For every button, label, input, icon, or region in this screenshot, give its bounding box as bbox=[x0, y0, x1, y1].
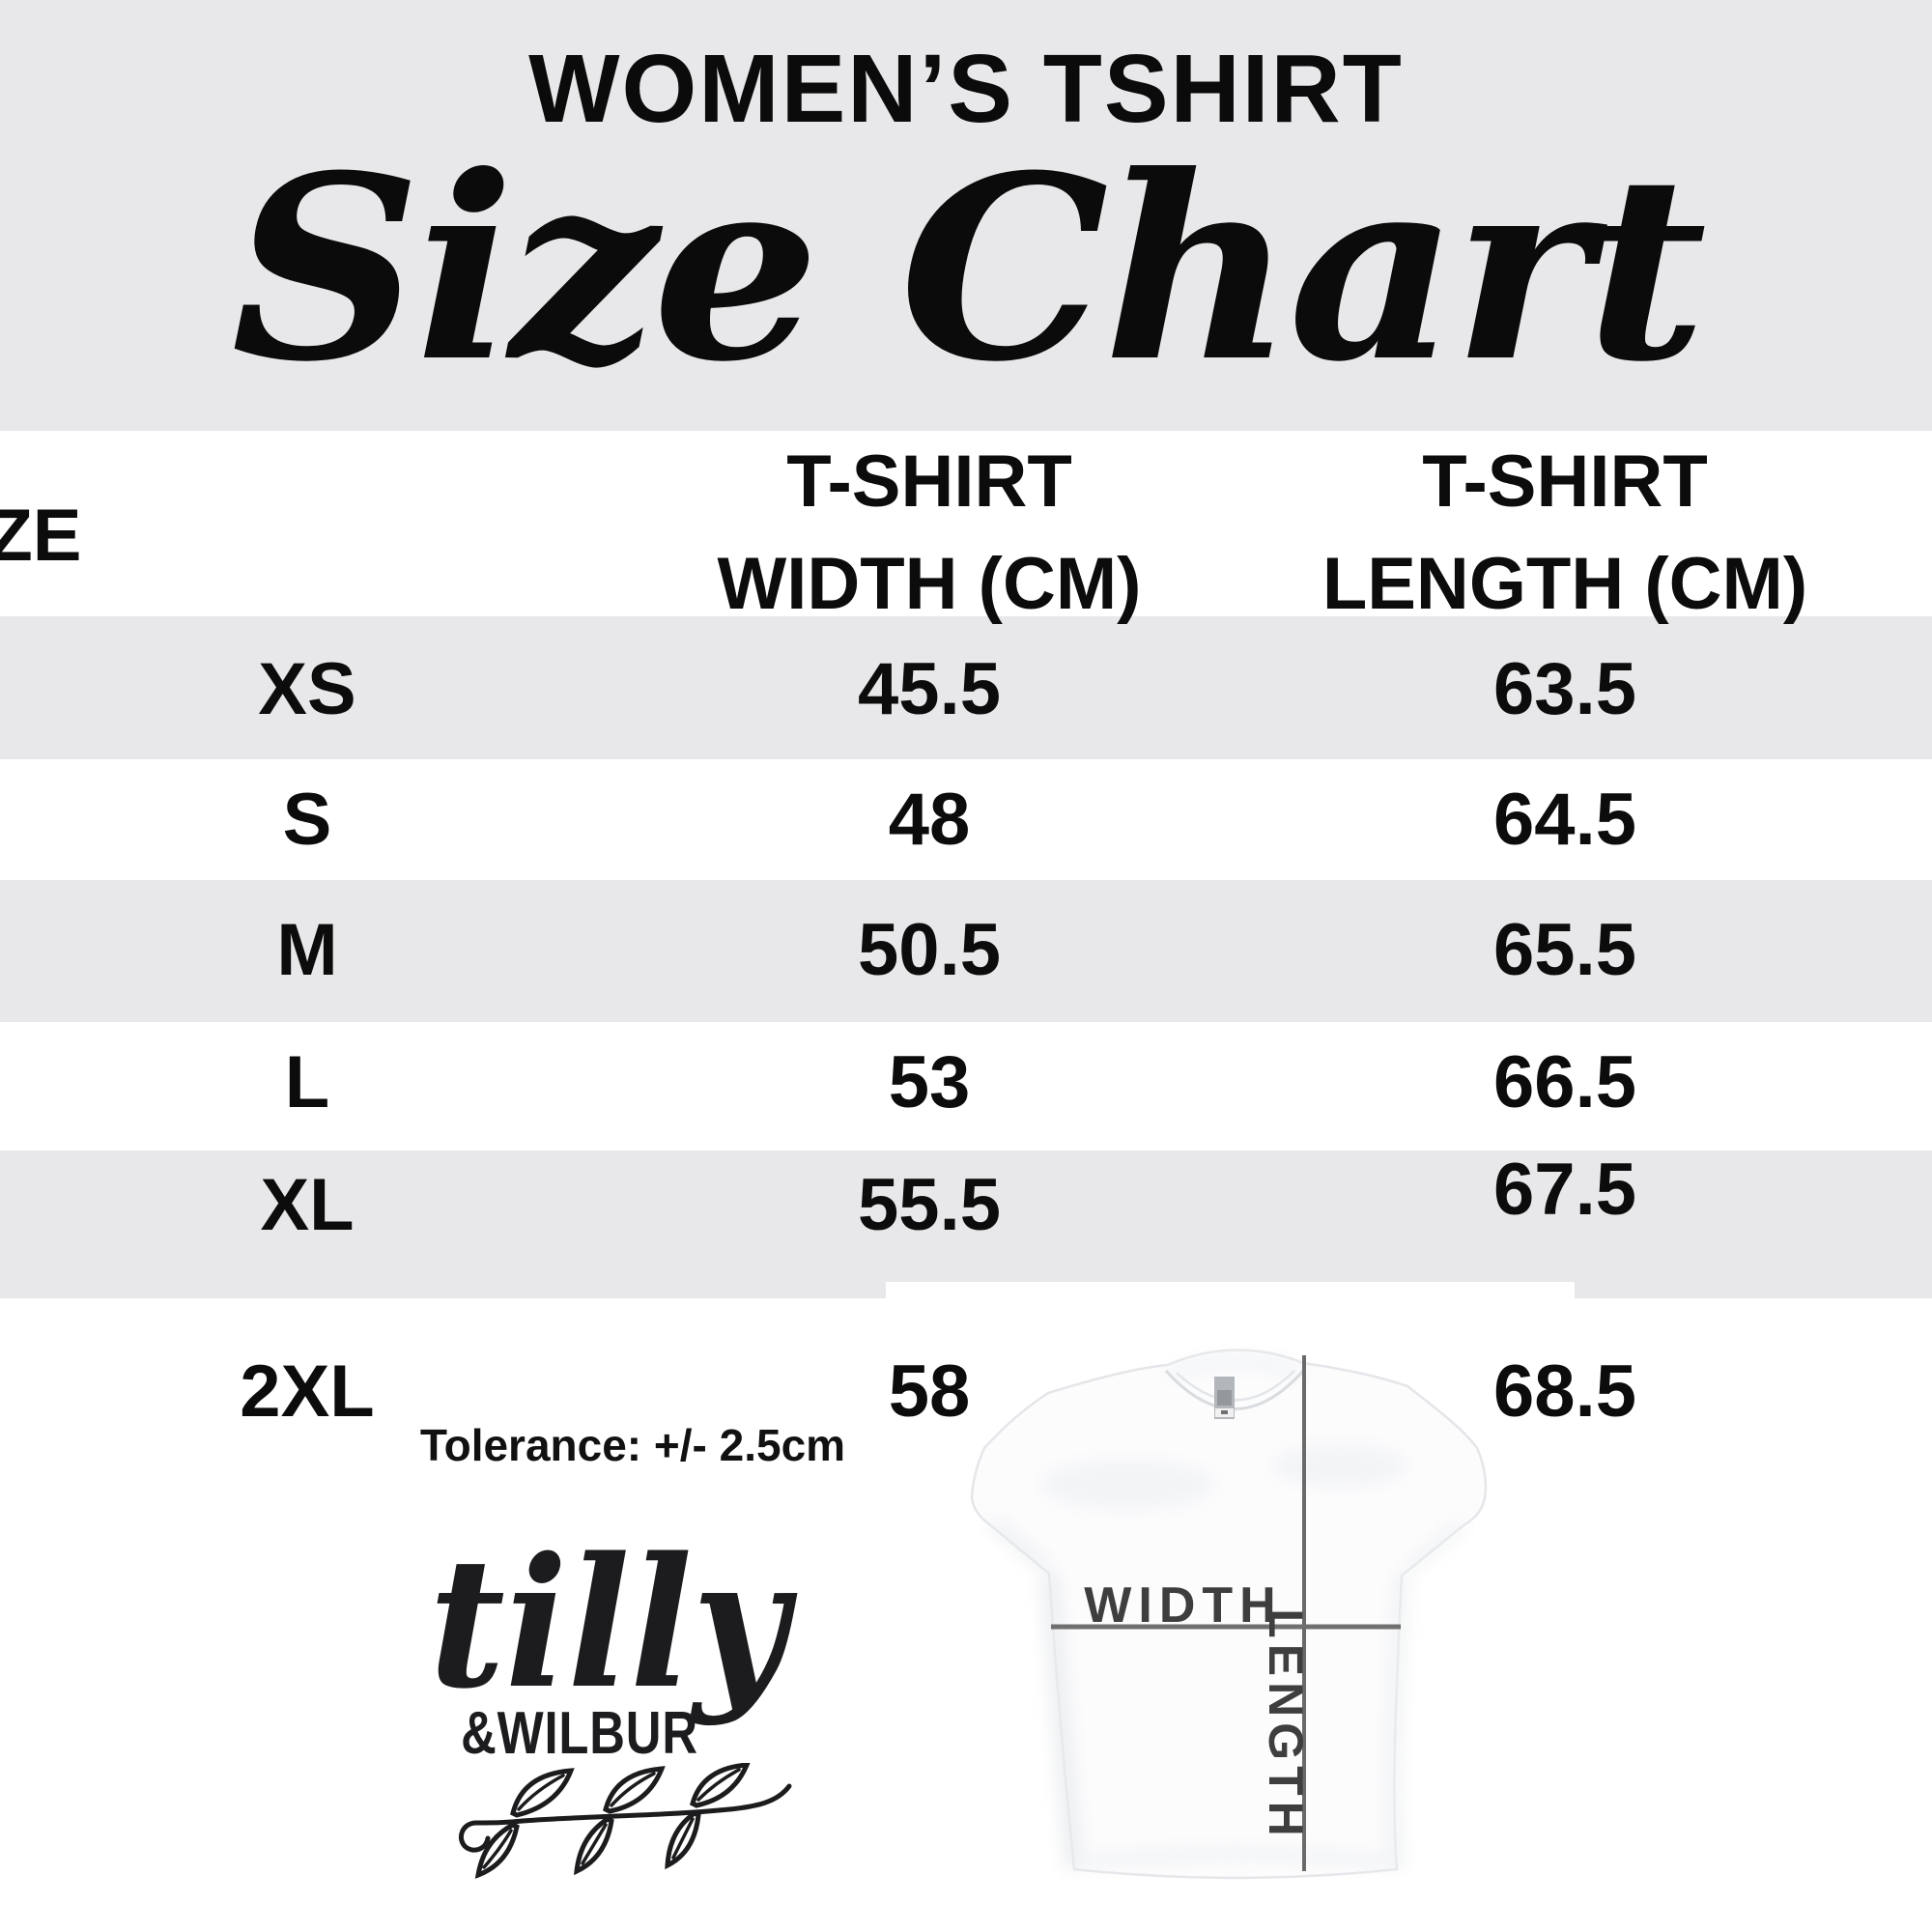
column-header-size: SIZE bbox=[0, 495, 82, 577]
length-value: 63.5 bbox=[1493, 648, 1636, 730]
width-value: 45.5 bbox=[858, 648, 1001, 730]
size-value: XL bbox=[260, 1164, 355, 1246]
table-row: L 53 66.5 bbox=[0, 1030, 1932, 1136]
row-stripe-xl bbox=[0, 1151, 1932, 1298]
length-value: 68.5 bbox=[1493, 1350, 1636, 1433]
table-row: S 48 64.5 bbox=[0, 767, 1932, 873]
size-value: S bbox=[282, 779, 332, 861]
table-row: 2XL 58 68.5 bbox=[0, 1339, 1932, 1445]
width-value: 58 bbox=[888, 1350, 971, 1433]
width-value: 50.5 bbox=[858, 909, 1001, 991]
column-header-width-line2: WIDTH (CM) bbox=[717, 543, 1142, 625]
logo-script-text: tilly bbox=[429, 1518, 788, 1728]
column-header-length-line2: LENGTH (CM) bbox=[1321, 543, 1808, 625]
size-value: XS bbox=[258, 648, 356, 730]
size-value: 2XL bbox=[240, 1350, 375, 1433]
size-value: M bbox=[276, 909, 338, 991]
collar-outer bbox=[1164, 1368, 1307, 1410]
table-row: M 50.5 65.5 bbox=[0, 897, 1932, 1004]
neck-tag bbox=[1214, 1377, 1235, 1419]
tshirt-measurement-diagram: WIDTH LENGTH bbox=[886, 1282, 1575, 1932]
length-value: 64.5 bbox=[1493, 779, 1636, 861]
row-stripe-xs bbox=[0, 616, 1932, 759]
length-label: LENGTH bbox=[1259, 1608, 1313, 1842]
row-stripe-m bbox=[0, 880, 1932, 1022]
size-value: L bbox=[284, 1041, 330, 1123]
length-value: 67.5 bbox=[1493, 1149, 1636, 1231]
tolerance-note: Tolerance: +/- 2.5cm bbox=[419, 1420, 846, 1470]
table-row: XL 55.5 67.5 bbox=[0, 1149, 1932, 1259]
column-header-width-line1: T-SHIRT bbox=[786, 440, 1072, 523]
length-value: 66.5 bbox=[1493, 1041, 1636, 1123]
column-header-length-line1: T-SHIRT bbox=[1422, 440, 1708, 523]
script-title: Size Chart bbox=[231, 120, 1707, 417]
table-row: XS 45.5 63.5 bbox=[0, 637, 1932, 743]
logo-leaf-branch-icon bbox=[459, 1763, 792, 1879]
length-value: 65.5 bbox=[1493, 909, 1636, 991]
header-band bbox=[0, 0, 1932, 431]
width-label: WIDTH bbox=[1084, 1577, 1282, 1634]
width-value: 55.5 bbox=[858, 1164, 1001, 1246]
collar-inner bbox=[1176, 1370, 1295, 1402]
page-title: WOMEN’S TSHIRT bbox=[528, 35, 1404, 143]
width-value: 53 bbox=[888, 1041, 971, 1123]
logo-caps-text: &WILBUR bbox=[461, 1700, 698, 1767]
width-value: 48 bbox=[888, 779, 971, 861]
